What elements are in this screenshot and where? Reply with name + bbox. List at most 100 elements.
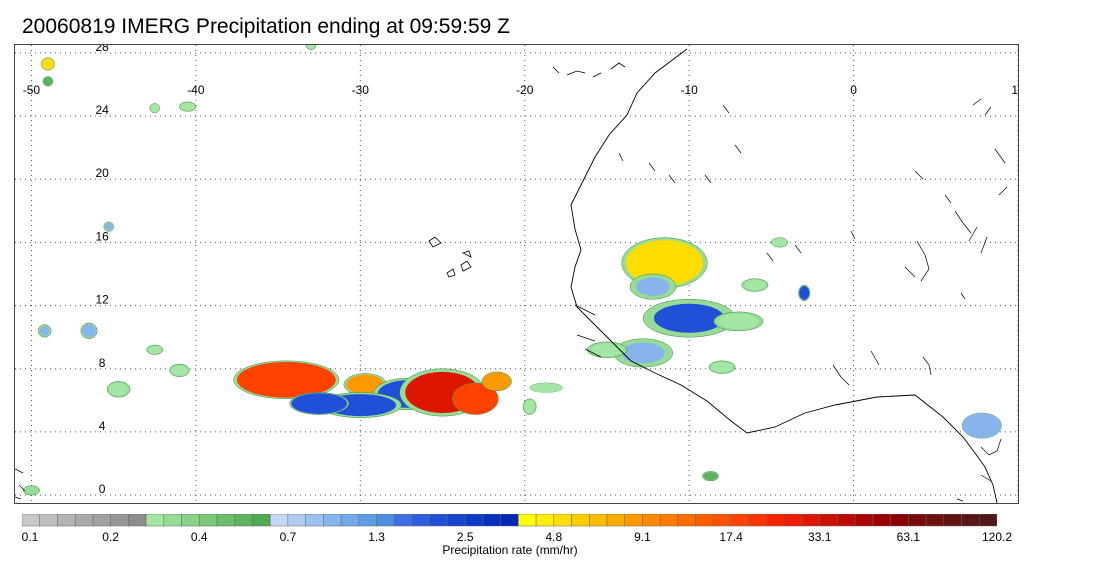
- precip-cell: [798, 284, 811, 302]
- precip-contour: [105, 223, 113, 231]
- precip-cell: [702, 471, 719, 482]
- colorbar-swatch: [394, 514, 413, 527]
- precip-cell: [741, 278, 769, 292]
- colorbar-swatch: [837, 514, 856, 527]
- colorbar-swatch: [943, 514, 962, 527]
- precip-contour: [291, 393, 348, 414]
- colorbar-swatch: [464, 514, 484, 527]
- precip-cell: [522, 398, 537, 415]
- precip-contour: [42, 76, 53, 87]
- precip-cell: [106, 381, 131, 398]
- lon-tick-label: -20: [516, 83, 534, 97]
- colorbar-swatch: [376, 514, 395, 527]
- colorbar-title: Precipitation rate (mm/hr): [442, 543, 578, 557]
- colorbar-swatch: [979, 514, 997, 527]
- colorbar-tick-label: 9.1: [634, 530, 651, 544]
- colorbar-swatch: [92, 514, 111, 527]
- precip-contour: [636, 277, 670, 296]
- colorbar-swatch: [784, 514, 803, 527]
- lon-tick-label: -10: [680, 83, 698, 97]
- colorbar-swatch: [748, 514, 767, 527]
- colorbar-swatch: [252, 514, 271, 527]
- lon-tick-label: -40: [187, 83, 205, 97]
- precip-contour: [772, 238, 788, 247]
- colorbar-tick-label: 0.4: [190, 530, 208, 544]
- precip-cell: [149, 103, 160, 114]
- precip-cell: [642, 299, 736, 338]
- precipitation-map[interactable]: -50 -40 -30 -20 -10 0 10 0 4 8 12 16 20 24 28: [15, 45, 1018, 503]
- colorbar-swatch: [163, 514, 182, 527]
- colorbar-swatch: [553, 514, 572, 527]
- coastline: [15, 48, 1008, 503]
- colorbar-tick-label: 2.5: [456, 530, 474, 544]
- colorbar-swatch: [677, 514, 696, 527]
- map-panel[interactable]: -50 -40 -30 -20 -10 0 10 0 4 8 12 16 20 24 28: [14, 44, 1019, 504]
- precip-cell: [146, 344, 164, 355]
- precip-cell: [771, 237, 789, 248]
- colorbar-tick-label: 0.7: [279, 530, 297, 544]
- precip-contour: [703, 472, 718, 481]
- precip-cell: [481, 371, 512, 392]
- precip-cell: [42, 76, 54, 87]
- colorbar-swatch: [57, 514, 76, 527]
- colorbar-tick-label: 0.2: [102, 530, 119, 544]
- colorbar-swatch: [447, 514, 466, 527]
- colorbar-swatch: [216, 514, 235, 527]
- graticule: [15, 45, 1018, 503]
- axis-labels: -50 -40 -30 -20 -10 0 10 0 4 8 12 16 20 24 28: [23, 45, 1018, 496]
- precip-contour: [171, 365, 188, 376]
- colorbar-swatch: [500, 514, 519, 527]
- colorbar-tick-label: 120.2: [981, 530, 1013, 544]
- precip-contour: [711, 362, 733, 373]
- precip-contour: [653, 303, 725, 333]
- colorbar-swatch: [429, 514, 448, 527]
- precip-contour: [744, 279, 766, 291]
- colorbar-swatch: [606, 514, 625, 527]
- precip-cell: [41, 57, 55, 71]
- colorbar-swatch: [305, 514, 324, 527]
- precip-cell: [961, 412, 1002, 439]
- precip-cell: [169, 363, 190, 377]
- colorbar-swatch: [323, 514, 342, 527]
- lat-tick-label: 4: [99, 419, 106, 433]
- precip-cell: [233, 360, 340, 400]
- precip-cell: [629, 273, 677, 300]
- precipitation-field: [22, 45, 1002, 496]
- colorbar-swatch: [571, 514, 590, 527]
- lon-tick-label: -30: [352, 83, 370, 97]
- precip-cell: [708, 360, 736, 374]
- precip-contour: [529, 382, 563, 393]
- africa-coastline: [570, 48, 998, 503]
- precip-cell: [103, 221, 114, 232]
- precip-contour: [109, 382, 128, 396]
- colorbar-swatch: [589, 514, 608, 527]
- colorbar-swatch: [890, 514, 909, 527]
- lat-tick-label: 28: [95, 45, 109, 54]
- colorbar-tick-label: 4.8: [545, 530, 563, 544]
- colorbar-swatch: [801, 514, 820, 527]
- lat-tick-label: 24: [95, 103, 109, 117]
- precip-contour: [590, 343, 623, 357]
- colorbar-swatch: [642, 514, 661, 527]
- precip-cell: [529, 382, 563, 393]
- precip-contour: [148, 345, 162, 354]
- colorbar-tick-label: 33.1: [808, 530, 832, 544]
- colorbar-swatch: [39, 514, 58, 527]
- colorbar-swatch: [128, 514, 147, 527]
- map-title: 20060819 IMERG Precipitation ending at 0…: [22, 15, 510, 38]
- precip-cell: [713, 311, 764, 332]
- precip-contour: [962, 412, 1002, 439]
- outline-fragment: [15, 468, 26, 500]
- precip-cell: [22, 485, 40, 496]
- precip-contour: [82, 324, 96, 338]
- colorbar-swatch: [74, 514, 94, 527]
- colorbar-swatch: [819, 514, 838, 527]
- precip-cell: [452, 382, 499, 415]
- colorbar-swatch: [199, 514, 218, 527]
- colorbar-swatch: [713, 514, 732, 527]
- precip-contour: [452, 383, 499, 415]
- precip-cell: [621, 237, 708, 289]
- colorbar-swatch: [145, 514, 165, 527]
- colorbar-swatch: [695, 514, 714, 527]
- colorbar-tick-label: 63.1: [896, 530, 921, 544]
